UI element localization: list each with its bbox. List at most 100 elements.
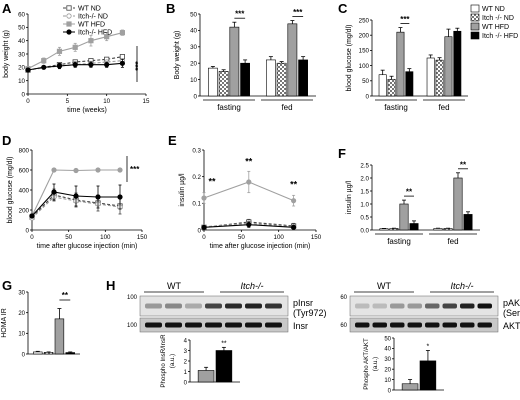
y-tick-label: 250 bbox=[359, 17, 370, 24]
legend-marker bbox=[66, 5, 72, 11]
data-point bbox=[72, 62, 78, 68]
bar bbox=[453, 177, 463, 231]
significance-marker: *** bbox=[134, 60, 143, 70]
y-axis-label: insulin µg/l bbox=[179, 173, 186, 207]
y-tick-label: 0 bbox=[184, 380, 188, 386]
x-tick-label: 50 bbox=[238, 234, 245, 241]
x-tick-label: 150 bbox=[137, 234, 148, 241]
blot-band-label: pInsr bbox=[293, 298, 313, 308]
bar bbox=[33, 351, 43, 355]
blot-band bbox=[390, 303, 405, 309]
y-tick-label: 200 bbox=[19, 207, 30, 214]
bar bbox=[399, 203, 409, 231]
data-point bbox=[104, 34, 110, 40]
significance-marker: * bbox=[427, 343, 430, 350]
x-tick-label: 0 bbox=[30, 234, 34, 241]
y-tick-label: 1.0 bbox=[360, 201, 369, 208]
y-axis-label: HOMA IR bbox=[1, 308, 8, 338]
y-tick-label: 0 bbox=[198, 227, 202, 234]
blot-band bbox=[205, 303, 222, 309]
x-axis-label: time after glucose injection (min) bbox=[37, 243, 138, 250]
y-tick-label: 30 bbox=[384, 357, 391, 363]
legend-marker bbox=[66, 21, 72, 27]
legend-swatch bbox=[470, 31, 480, 40]
bar bbox=[54, 318, 65, 355]
bar bbox=[426, 57, 435, 97]
y-tick-label: 30 bbox=[18, 51, 25, 58]
blot-band-label: (Tyr972) bbox=[293, 308, 327, 318]
data-point bbox=[290, 198, 297, 204]
bar bbox=[389, 228, 399, 231]
blot-band bbox=[165, 322, 182, 328]
blot-band bbox=[185, 303, 202, 309]
y-tick-label: 60 bbox=[18, 11, 25, 18]
y-tick-label: 0 bbox=[26, 227, 30, 234]
panel-letter: F bbox=[338, 146, 346, 161]
x-tick-label: 15 bbox=[143, 98, 150, 105]
blot-mw-marker: 100 bbox=[127, 295, 138, 301]
bar bbox=[433, 228, 443, 231]
y-tick-label: 40 bbox=[190, 28, 197, 35]
legend-label: WT HFD bbox=[482, 24, 509, 31]
blot-band bbox=[165, 303, 182, 309]
legend-label: WT ND bbox=[482, 6, 505, 13]
blot-band-label: AKT bbox=[503, 321, 520, 331]
blot-band bbox=[477, 322, 492, 328]
blot-band-label: (Ser473) bbox=[503, 308, 520, 318]
x-tick-label: 10 bbox=[103, 98, 110, 105]
blot-band bbox=[225, 322, 242, 328]
legend-swatch bbox=[470, 13, 480, 22]
y-tick-label: 50 bbox=[384, 336, 391, 342]
y-axis-unit: (a.u.) bbox=[169, 354, 176, 368]
y-tick-label: 20 bbox=[18, 65, 25, 72]
bar bbox=[298, 59, 308, 97]
x-tick-label: 0 bbox=[26, 98, 30, 105]
bar bbox=[218, 71, 229, 97]
bar bbox=[453, 30, 462, 97]
blot-band bbox=[407, 303, 422, 309]
significance-marker: ** bbox=[290, 179, 298, 189]
blot-band bbox=[355, 322, 370, 328]
y-tick-label: 0 bbox=[388, 388, 392, 394]
panel-letter: C bbox=[338, 1, 348, 16]
data-point bbox=[95, 167, 101, 173]
bar bbox=[229, 26, 240, 97]
bar bbox=[197, 370, 215, 383]
significance-marker: ** bbox=[221, 340, 227, 347]
bar bbox=[419, 360, 437, 391]
blot-band-label: Insr bbox=[293, 321, 308, 331]
group-label: fasting bbox=[387, 237, 411, 246]
blot-band bbox=[442, 303, 457, 309]
bar bbox=[65, 352, 75, 355]
y-tick-label: 0.2 bbox=[192, 174, 201, 181]
blot-band bbox=[442, 322, 457, 328]
data-point bbox=[246, 222, 252, 228]
y-tick-label: 10 bbox=[190, 77, 197, 84]
data-point bbox=[56, 63, 63, 69]
blot-band bbox=[390, 322, 405, 328]
legend-label: Itch-/- ND bbox=[78, 14, 108, 21]
y-tick-label: 2 bbox=[184, 359, 188, 365]
blot-band bbox=[185, 322, 202, 328]
y-tick-label: 0 bbox=[22, 352, 26, 358]
blot-band bbox=[372, 322, 387, 328]
blot-group-label: Itch-/- bbox=[450, 281, 473, 291]
y-tick-label: 0 bbox=[194, 93, 198, 100]
y-axis-label: Phospho InsR/InsR bbox=[160, 334, 167, 388]
blot-band bbox=[355, 303, 370, 309]
y-tick-label: 10 bbox=[18, 332, 25, 338]
panel-letter: G bbox=[2, 278, 12, 293]
data-point bbox=[41, 64, 47, 70]
y-tick-label: 10 bbox=[18, 78, 25, 85]
x-tick-label: 100 bbox=[274, 234, 285, 241]
bar bbox=[401, 383, 419, 391]
bar bbox=[387, 78, 396, 97]
data-point bbox=[119, 30, 125, 36]
y-tick-label: 30 bbox=[190, 44, 197, 51]
x-tick-label: 100 bbox=[100, 234, 111, 241]
data-point bbox=[51, 167, 57, 173]
panel-letter: H bbox=[106, 278, 115, 293]
blot-strip bbox=[349, 295, 499, 317]
y-tick-label: 40 bbox=[384, 347, 391, 353]
